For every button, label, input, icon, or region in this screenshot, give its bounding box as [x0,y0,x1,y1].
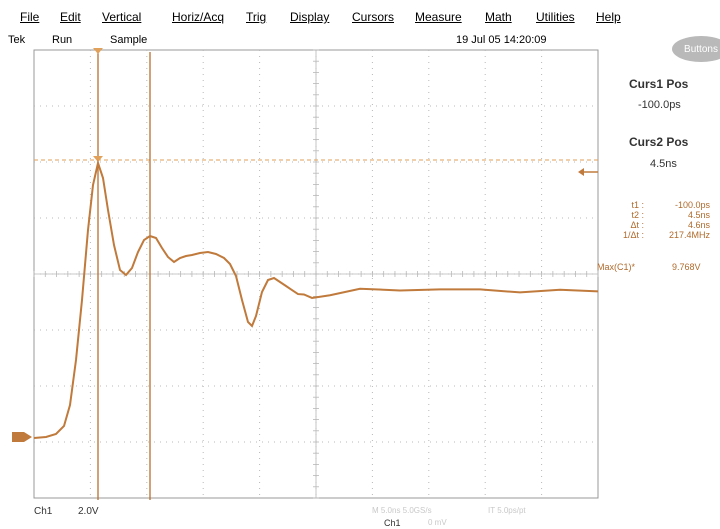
channel-label[interactable]: Ch1 [34,506,53,517]
readout-value: -100.0ps [674,200,710,210]
status-bar: Tek Run Sample 19 Jul 05 14:20:09 [0,32,720,48]
menu-file[interactable]: File [20,10,40,24]
curs1-pos-value[interactable]: -100.0ps [638,99,681,111]
readout-key: t1 : [631,200,644,210]
date-time: 19 Jul 05 14:20:09 [456,34,547,46]
readout-key: Δt : [630,220,644,230]
menu-cursors[interactable]: Cursors [352,10,395,24]
readout-row: 1/Δt : 217.4MHz [616,230,716,240]
readout-row: t1 : -100.0ps [616,200,716,210]
menu-math[interactable]: Math [485,10,512,24]
sample-interval-readout: IT 5.0ps/pt [488,506,526,515]
graticule-grid [33,49,599,499]
brand-label: Tek [8,34,26,46]
measurement-value: 9.768V [672,262,701,272]
readout-key: t2 : [631,210,644,220]
ground-marker-icon[interactable] [12,432,32,442]
menu-trig[interactable]: Trig [246,10,267,24]
cursor-1-crosshair-icon [93,156,103,162]
readout-row: Δt : 4.6ns [616,220,716,230]
timebase-readout[interactable]: M 5.0ns 5.0GS/s [372,506,432,515]
menu-utilities[interactable]: Utilities [536,10,575,24]
trigger-level-readout: 0 mV [428,518,447,527]
waveform-trace [33,159,599,439]
readout-key: 1/Δt : [622,230,644,240]
channel-scale[interactable]: 2.0V [78,506,99,517]
curs2-pos-value[interactable]: 4.5ns [650,158,677,170]
menu-measure[interactable]: Measure [415,10,462,24]
readout-value: 217.4MHz [668,230,710,240]
trigger-level-icon[interactable] [578,168,598,176]
menu-bar: File Edit Vertical Horiz/Acq Trig Displa… [0,0,720,32]
menu-display[interactable]: Display [290,10,330,24]
readout-value: 4.6ns [687,220,710,230]
curs2-pos-label: Curs2 Pos [629,135,689,149]
acquisition-mode[interactable]: Sample [110,34,148,46]
menu-horiz-acq[interactable]: Horiz/Acq [172,10,225,24]
trigger-channel[interactable]: Ch1 [384,518,401,528]
buttons-toggle-button[interactable]: Buttons [672,36,720,62]
cursor-1-handle-icon[interactable] [93,48,103,54]
menu-vertical[interactable]: Vertical [102,10,142,24]
measurement-label: Max(C1)* [597,262,636,272]
run-state[interactable]: Run [52,34,73,46]
curs1-pos-label: Curs1 Pos [629,77,689,91]
readout-row: t2 : 4.5ns [616,210,716,220]
readout-value: 4.5ns [687,210,710,220]
menu-help[interactable]: Help [596,10,621,24]
menu-edit[interactable]: Edit [60,10,81,24]
